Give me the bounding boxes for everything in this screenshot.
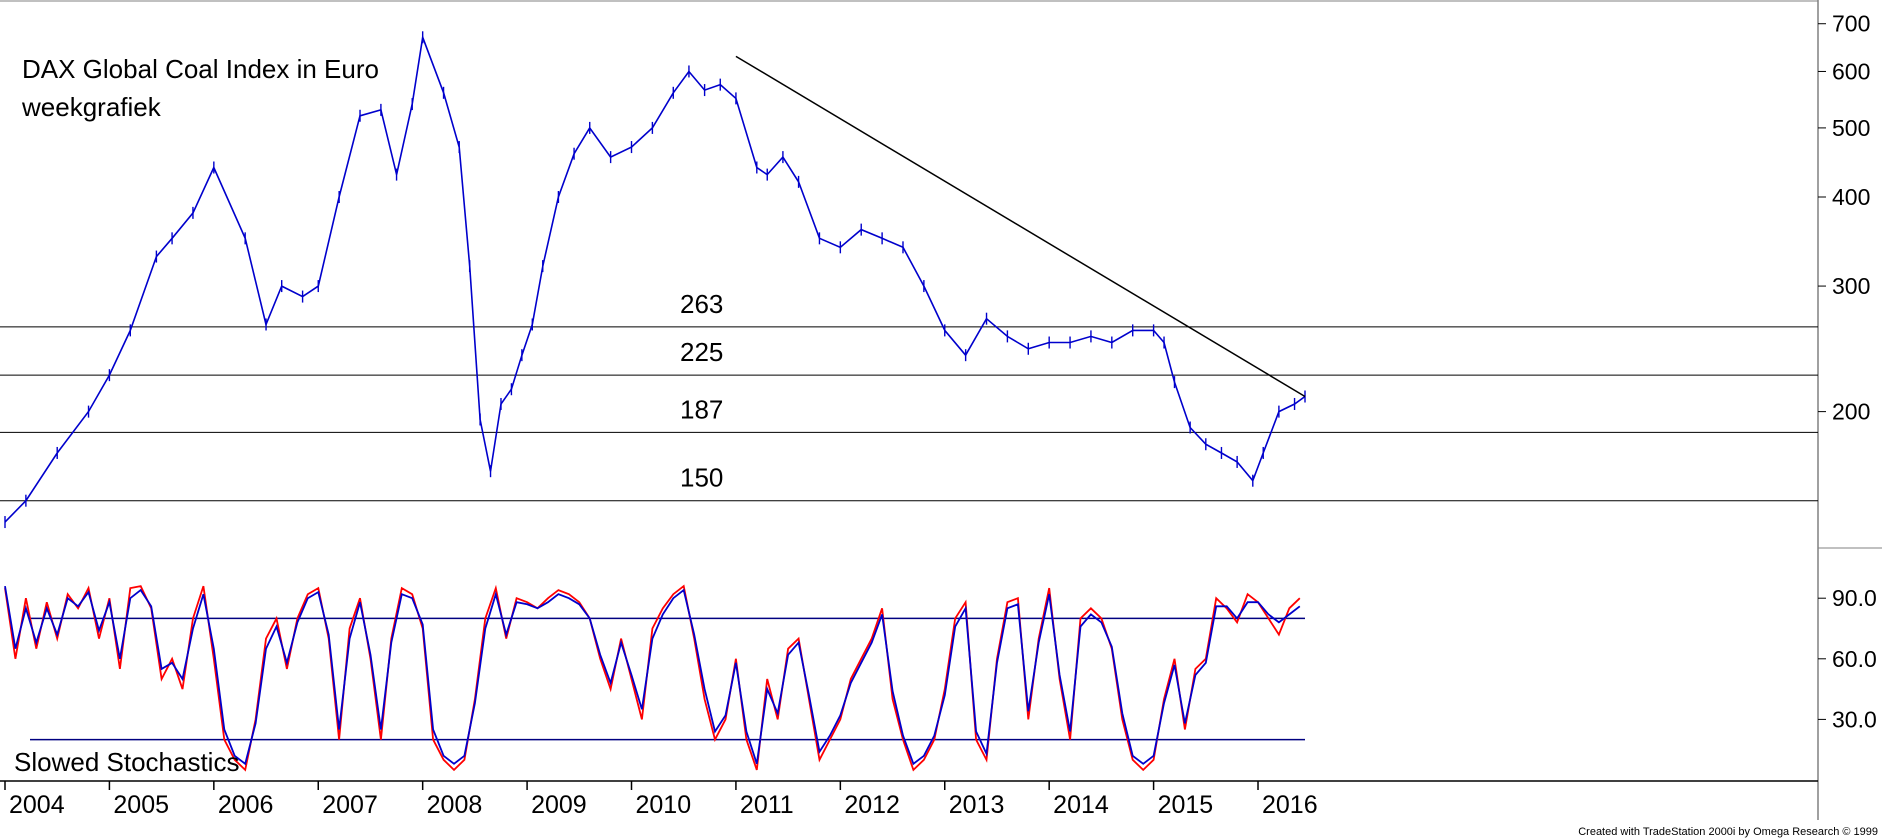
chart-subtitle: weekgrafiek — [21, 92, 162, 122]
x-tick-label: 2005 — [113, 791, 169, 819]
level-label-150: 150 — [680, 463, 723, 493]
footer-credit: Created with TradeStation 2000i by Omega… — [1578, 826, 1878, 838]
x-tick-label: 2007 — [322, 791, 378, 819]
x-tick-label: 2009 — [531, 791, 587, 819]
level-label-225: 225 — [680, 337, 723, 367]
price-panel: 700 600 500 400 300 200 263 225 187 150 DAX Glob… — [0, 11, 1870, 529]
stochastics-tick-label: 60.0 — [1832, 646, 1877, 672]
x-tick-label: 2016 — [1262, 791, 1318, 819]
x-tick-label: 2006 — [218, 791, 274, 819]
x-tick-label: 2011 — [740, 791, 794, 819]
x-tick-label: 2013 — [949, 791, 1005, 819]
stochastics-tick-label: 30.0 — [1832, 706, 1877, 732]
stochastics-series — [4, 584, 1301, 772]
price-tick-label: 300 — [1832, 273, 1870, 299]
x-tick-label: 2012 — [844, 791, 900, 819]
x-tick-label: 2010 — [636, 791, 692, 819]
level-label-187: 187 — [680, 394, 723, 424]
stochastics-reference-lines — [30, 617, 1305, 741]
price-line — [4, 34, 1306, 523]
x-tick-label: 2008 — [427, 791, 483, 819]
x-tick-label: 2014 — [1053, 791, 1109, 819]
price-tick-label: 500 — [1832, 115, 1870, 141]
x-axis: 2004 2005 2006 2007 2008 2009 2010 2011 2012 2013… — [4, 781, 1318, 819]
stochastics-panel: 90.0 60.0 30.0 Slowed Stochastics — [4, 584, 1877, 777]
chart-title: DAX Global Coal Index in Euro — [22, 54, 379, 84]
stochastics-fast-line — [4, 584, 1301, 772]
price-tick-label: 400 — [1832, 184, 1870, 210]
stochastics-label: Slowed Stochastics — [14, 747, 239, 777]
price-y-axis: 700 600 500 400 300 200 — [1818, 11, 1870, 425]
price-tick-label: 200 — [1832, 399, 1870, 425]
stochastics-slow-line — [4, 585, 1301, 766]
price-tick-label: 600 — [1832, 58, 1870, 84]
stochastics-tick-label: 90.0 — [1832, 585, 1877, 611]
support-resistance-lines — [0, 326, 1818, 502]
chart-frame — [0, 0, 1882, 820]
stochastics-y-axis: 90.0 60.0 30.0 — [1818, 585, 1877, 732]
level-labels: 263 225 187 150 — [680, 289, 723, 493]
x-tick-label: 2015 — [1158, 791, 1214, 819]
price-tick-label: 700 — [1832, 11, 1870, 37]
price-series — [4, 31, 1306, 529]
downtrend-line — [735, 55, 1306, 398]
x-tick-label: 2004 — [9, 791, 65, 819]
level-label-263: 263 — [680, 289, 723, 319]
